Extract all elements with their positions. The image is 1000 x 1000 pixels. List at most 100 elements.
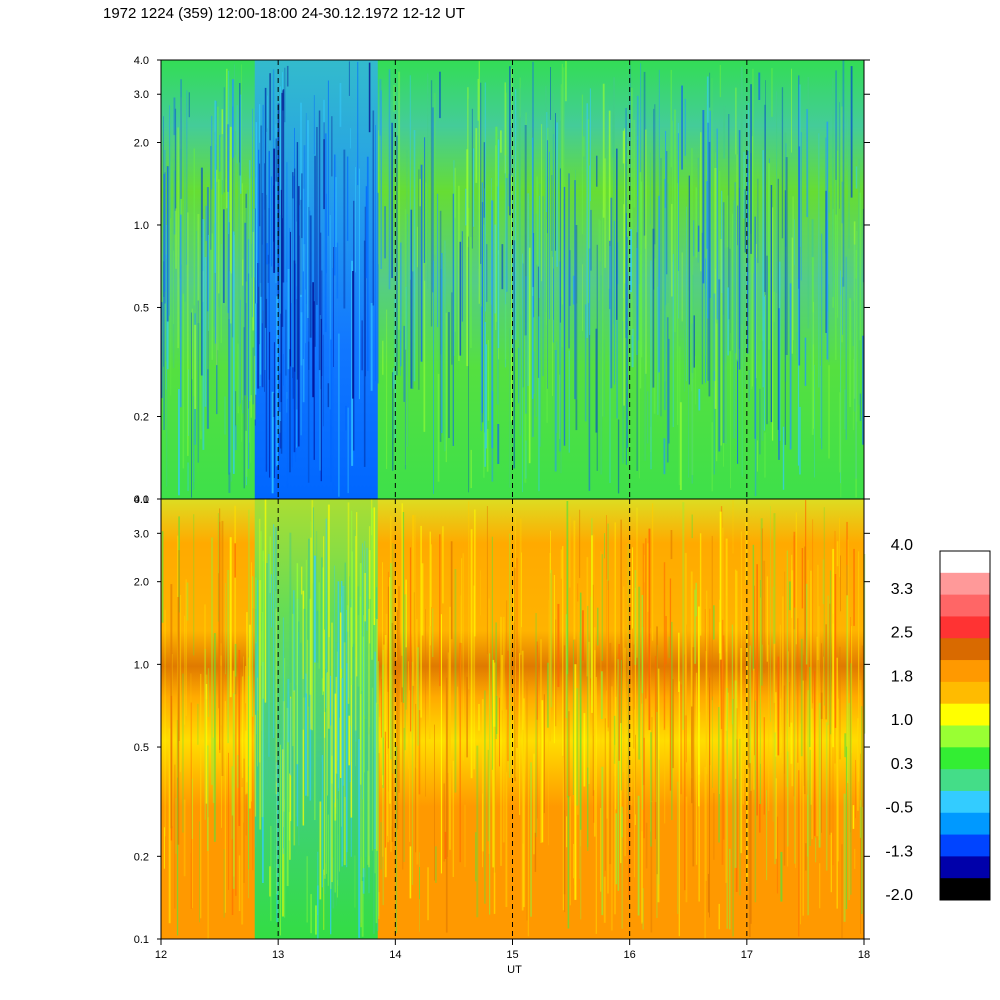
texture-stripe bbox=[188, 92, 190, 118]
texture-stripe bbox=[376, 619, 378, 851]
texture-stripe bbox=[851, 626, 853, 754]
x-tick-label: 16 bbox=[624, 949, 636, 961]
texture-stripe bbox=[858, 551, 860, 782]
texture-stripe bbox=[527, 193, 530, 386]
texture-stripe bbox=[719, 599, 720, 794]
texture-stripe bbox=[327, 383, 330, 408]
texture-stripe bbox=[245, 666, 247, 704]
texture-stripe bbox=[841, 106, 843, 343]
texture-stripe bbox=[721, 190, 723, 294]
texture-stripe bbox=[607, 727, 609, 894]
texture-stripe bbox=[701, 232, 704, 385]
x-axis-label: UT bbox=[507, 964, 522, 976]
texture-stripe bbox=[340, 612, 342, 778]
texture-stripe bbox=[410, 209, 413, 389]
texture-stripe bbox=[587, 119, 589, 303]
texture-stripe bbox=[307, 341, 310, 483]
texture-stripe bbox=[763, 717, 765, 815]
texture-stripe bbox=[804, 337, 807, 386]
texture-stripe bbox=[320, 761, 322, 793]
texture-stripe bbox=[600, 275, 603, 475]
texture-stripe bbox=[285, 309, 287, 376]
texture-stripe bbox=[396, 135, 398, 376]
texture-stripe bbox=[715, 152, 716, 269]
texture-stripe bbox=[559, 261, 561, 452]
texture-stripe bbox=[389, 655, 391, 841]
texture-stripe bbox=[584, 304, 587, 422]
texture-stripe bbox=[645, 822, 648, 869]
texture-stripe bbox=[407, 661, 409, 770]
texture-stripe bbox=[350, 607, 353, 818]
texture-stripe bbox=[376, 704, 379, 932]
texture-stripe bbox=[255, 303, 257, 395]
texture-stripe bbox=[458, 185, 460, 361]
texture-stripe bbox=[303, 608, 306, 698]
texture-stripe bbox=[407, 214, 409, 447]
y-tick-label: 1.0 bbox=[134, 659, 149, 671]
x-tick-label: 15 bbox=[506, 949, 518, 961]
texture-stripe bbox=[312, 282, 314, 398]
texture-stripe bbox=[178, 389, 180, 496]
texture-stripe bbox=[579, 592, 582, 830]
texture-stripe bbox=[298, 186, 300, 447]
x-tick-label: 18 bbox=[858, 949, 870, 961]
texture-stripe bbox=[416, 619, 418, 769]
texture-stripe bbox=[837, 698, 839, 862]
texture-stripe bbox=[705, 289, 707, 356]
texture-stripe bbox=[658, 195, 660, 373]
texture-stripe bbox=[748, 370, 750, 402]
texture-stripe bbox=[613, 220, 615, 385]
texture-stripe bbox=[225, 178, 226, 307]
texture-stripe bbox=[834, 574, 837, 728]
texture-stripe bbox=[504, 82, 506, 174]
texture-stripe bbox=[793, 531, 796, 630]
texture-stripe bbox=[853, 221, 856, 399]
texture-stripe bbox=[289, 698, 292, 776]
texture-stripe bbox=[514, 567, 516, 782]
texture-stripe bbox=[754, 585, 756, 756]
texture-stripe bbox=[466, 149, 469, 367]
texture-stripe bbox=[764, 432, 766, 478]
texture-stripe bbox=[322, 567, 324, 695]
texture-stripe bbox=[235, 425, 237, 451]
texture-stripe bbox=[448, 312, 450, 438]
texture-stripe bbox=[282, 89, 285, 283]
texture-stripe bbox=[561, 63, 563, 305]
texture-stripe bbox=[254, 608, 257, 848]
texture-stripe bbox=[358, 739, 361, 938]
texture-stripe bbox=[351, 510, 353, 685]
texture-stripe bbox=[574, 180, 576, 400]
texture-stripe bbox=[287, 269, 290, 370]
texture-stripe bbox=[362, 636, 365, 878]
colorbar-segment bbox=[940, 616, 990, 639]
texture-stripe bbox=[807, 559, 809, 781]
y-tick-label: 1.0 bbox=[134, 220, 149, 232]
texture-stripe bbox=[678, 681, 680, 937]
texture-stripe bbox=[398, 71, 401, 330]
texture-stripe bbox=[636, 248, 638, 355]
texture-stripe bbox=[260, 125, 263, 297]
texture-stripe bbox=[506, 600, 508, 773]
texture-stripe bbox=[569, 796, 571, 906]
texture-stripe bbox=[221, 741, 222, 828]
texture-stripe bbox=[441, 253, 443, 434]
texture-stripe bbox=[826, 220, 828, 312]
texture-stripe bbox=[791, 68, 792, 153]
texture-stripe bbox=[461, 231, 463, 322]
texture-stripe bbox=[821, 643, 822, 833]
texture-stripe bbox=[300, 208, 302, 436]
texture-stripe bbox=[292, 198, 294, 368]
texture-stripe bbox=[759, 388, 761, 455]
texture-stripe bbox=[185, 579, 187, 716]
texture-stripe bbox=[757, 178, 759, 263]
texture-stripe bbox=[454, 187, 456, 332]
texture-stripe bbox=[402, 684, 404, 870]
texture-stripe bbox=[317, 885, 319, 939]
texture-stripe bbox=[257, 263, 260, 389]
texture-stripe bbox=[231, 815, 234, 915]
texture-stripe bbox=[163, 173, 165, 431]
texture-stripe bbox=[614, 744, 616, 915]
texture-stripe bbox=[559, 120, 561, 191]
texture-stripe bbox=[418, 710, 421, 795]
texture-stripe bbox=[223, 87, 225, 193]
